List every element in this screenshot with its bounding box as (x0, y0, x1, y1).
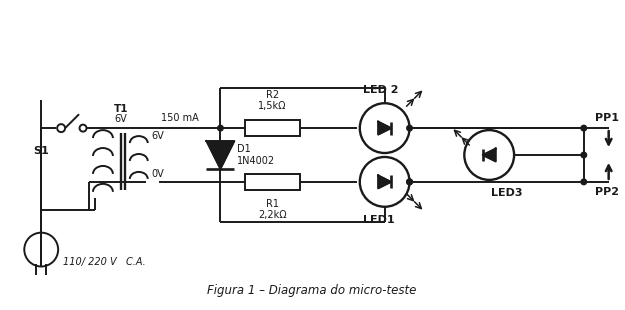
Polygon shape (378, 175, 391, 188)
Text: D1
1N4002: D1 1N4002 (238, 144, 276, 166)
Text: LED1: LED1 (362, 215, 394, 225)
FancyBboxPatch shape (245, 174, 300, 190)
Text: PP1: PP1 (594, 113, 619, 123)
Text: 150 mA: 150 mA (161, 113, 198, 123)
Polygon shape (378, 122, 391, 135)
Circle shape (407, 179, 412, 185)
Text: LED 2: LED 2 (362, 85, 398, 95)
Text: LED3: LED3 (491, 188, 522, 198)
Text: Figura 1 – Diagrama do micro-teste: Figura 1 – Diagrama do micro-teste (208, 284, 417, 297)
Text: 0V: 0V (152, 169, 164, 179)
Polygon shape (206, 141, 234, 169)
Text: 6V: 6V (114, 114, 128, 124)
Circle shape (407, 125, 412, 131)
Circle shape (217, 125, 223, 131)
Text: R1
2,2kΩ: R1 2,2kΩ (258, 199, 287, 220)
Text: PP2: PP2 (594, 187, 619, 197)
Polygon shape (482, 148, 496, 162)
Text: S1: S1 (33, 146, 49, 156)
FancyBboxPatch shape (245, 120, 300, 136)
Circle shape (581, 179, 587, 185)
Text: 110/ 220 V   C.A.: 110/ 220 V C.A. (63, 256, 146, 267)
Circle shape (407, 179, 412, 185)
Circle shape (581, 152, 587, 158)
Circle shape (581, 125, 587, 131)
Text: 6V: 6V (152, 131, 164, 141)
Text: T1: T1 (114, 104, 128, 114)
Text: R2
1,5kΩ: R2 1,5kΩ (258, 90, 287, 111)
